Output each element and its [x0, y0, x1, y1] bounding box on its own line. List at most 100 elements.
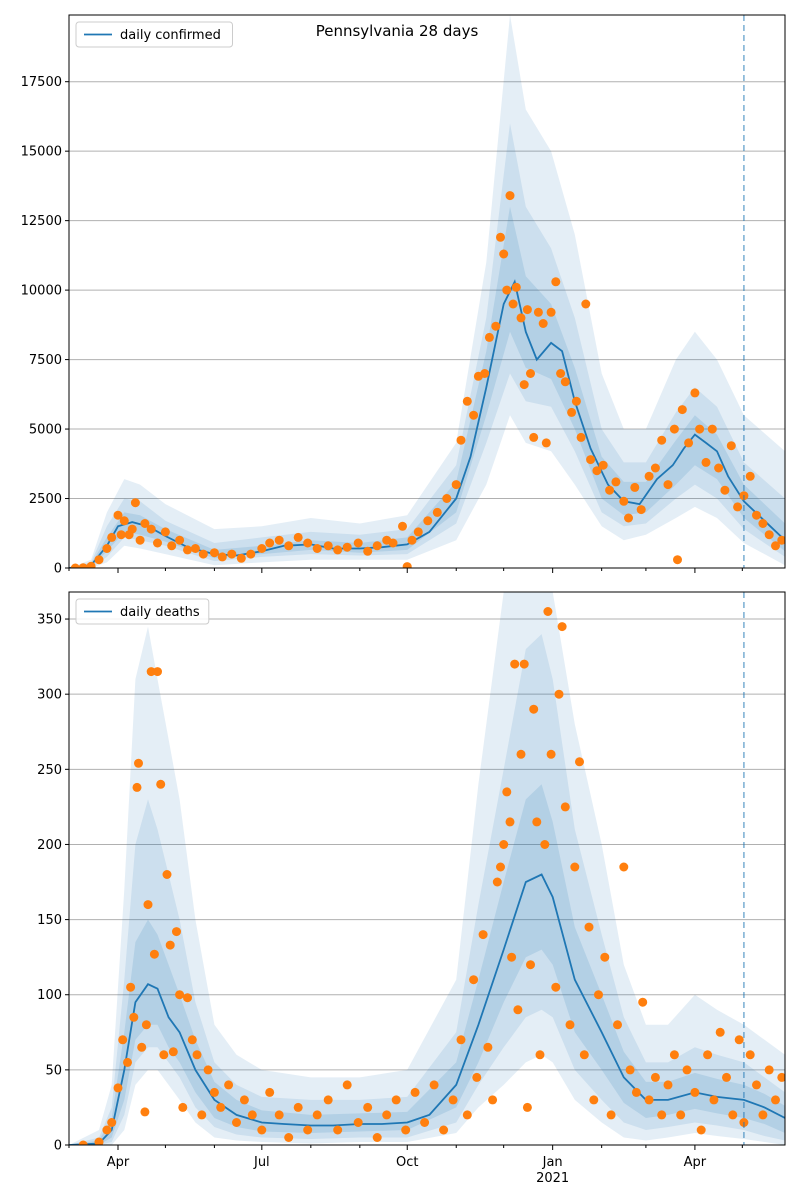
observed-point [175, 535, 185, 545]
panel-daily-deaths: 0 50 100 150 200 250 300 350 Apr Jul Oct Jan Apr 2021… [37, 591, 786, 1186]
observed-point [293, 532, 303, 542]
observed-point [429, 1080, 439, 1090]
observed-point [669, 1050, 679, 1060]
observed-point [130, 498, 140, 508]
observed-point [323, 541, 333, 551]
observed-point [502, 285, 512, 295]
observed-point [342, 542, 352, 552]
observed-point [625, 1065, 635, 1075]
observed-point [546, 307, 556, 317]
observed-point [777, 1072, 785, 1082]
observed-point [132, 782, 142, 792]
observed-point [232, 1118, 241, 1127]
observed-point [312, 1110, 322, 1120]
y-tick-label: 50 [45, 1063, 62, 1078]
observed-point [499, 249, 509, 259]
observed-point [714, 463, 724, 473]
observed-point [423, 516, 433, 526]
observed-point [483, 1042, 493, 1052]
observed-point [543, 607, 553, 616]
observed-point [146, 667, 156, 677]
observed-point [456, 435, 466, 445]
x-tick-label: Apr [107, 1155, 130, 1170]
observed-point [733, 502, 743, 512]
observed-point [638, 997, 648, 1007]
y-tick-label: 7500 [29, 353, 62, 368]
observed-point [323, 1095, 333, 1105]
observed-point [611, 477, 621, 487]
observed-point [187, 1035, 197, 1045]
observed-point [175, 990, 185, 1000]
observed-point [657, 435, 667, 445]
observed-point [511, 282, 521, 292]
observed-point [630, 482, 640, 492]
observed-point [153, 538, 162, 548]
observed-point [526, 369, 535, 378]
x-tick-year-label: 2021 [536, 1171, 569, 1186]
observed-point [333, 545, 343, 555]
observed-point [631, 1087, 641, 1097]
observed-point [745, 471, 755, 481]
observed-point [715, 1027, 725, 1037]
figure-title: Pennsylvania 28 days [316, 22, 479, 40]
observed-point [505, 817, 515, 827]
observed-point [579, 1050, 589, 1060]
observed-point [726, 441, 736, 451]
observed-point [116, 530, 126, 540]
observed-point [239, 1095, 249, 1105]
observed-point [156, 779, 166, 789]
y-tick-label: 15000 [21, 145, 62, 160]
observed-point [190, 544, 200, 553]
observed-point [372, 1133, 382, 1142]
observed-point [734, 1035, 744, 1045]
observed-point [183, 545, 192, 555]
observed-point [592, 466, 602, 476]
observed-point [703, 1050, 713, 1060]
observed-point [526, 960, 535, 970]
observed-point [752, 1080, 761, 1090]
observed-point [153, 667, 162, 677]
observed-point [560, 377, 570, 387]
band-95-area [69, 592, 785, 1145]
observed-point [217, 552, 227, 562]
observed-point [168, 1047, 178, 1057]
observed-point [535, 1050, 545, 1060]
observed-point [546, 749, 556, 759]
observed-point [722, 1072, 731, 1082]
observed-point [484, 332, 494, 342]
observed-point [690, 1087, 700, 1097]
observed-point [410, 1087, 420, 1097]
observed-point [522, 305, 532, 315]
observed-point [677, 405, 687, 415]
observed-point [413, 527, 423, 537]
observed-point [771, 541, 780, 551]
observed-point [777, 535, 785, 545]
observed-point [284, 1133, 294, 1142]
y-tick-label: 5000 [29, 423, 62, 438]
observed-point [372, 541, 382, 551]
observed-point [123, 1057, 132, 1067]
observed-point [141, 1020, 151, 1030]
observed-point [480, 369, 490, 378]
observed-point [159, 1050, 169, 1060]
observed-point [576, 432, 586, 442]
observed-point [650, 463, 660, 473]
y-tick-label: 0 [54, 1139, 62, 1154]
observed-point [94, 1137, 104, 1145]
observed-point [456, 1035, 466, 1045]
observed-point [488, 1095, 498, 1105]
observed-point [274, 1110, 284, 1120]
observed-point [624, 513, 633, 523]
observed-point [663, 480, 673, 490]
y-tick-label: 10000 [21, 284, 62, 299]
observed-point [398, 521, 407, 531]
observed-point [363, 546, 373, 556]
observed-point [636, 505, 646, 515]
observed-point [644, 1095, 654, 1105]
observed-point [86, 561, 96, 568]
observed-point [382, 1110, 392, 1120]
observed-point [198, 549, 208, 559]
observed-point [752, 510, 761, 520]
observed-point [135, 535, 145, 545]
